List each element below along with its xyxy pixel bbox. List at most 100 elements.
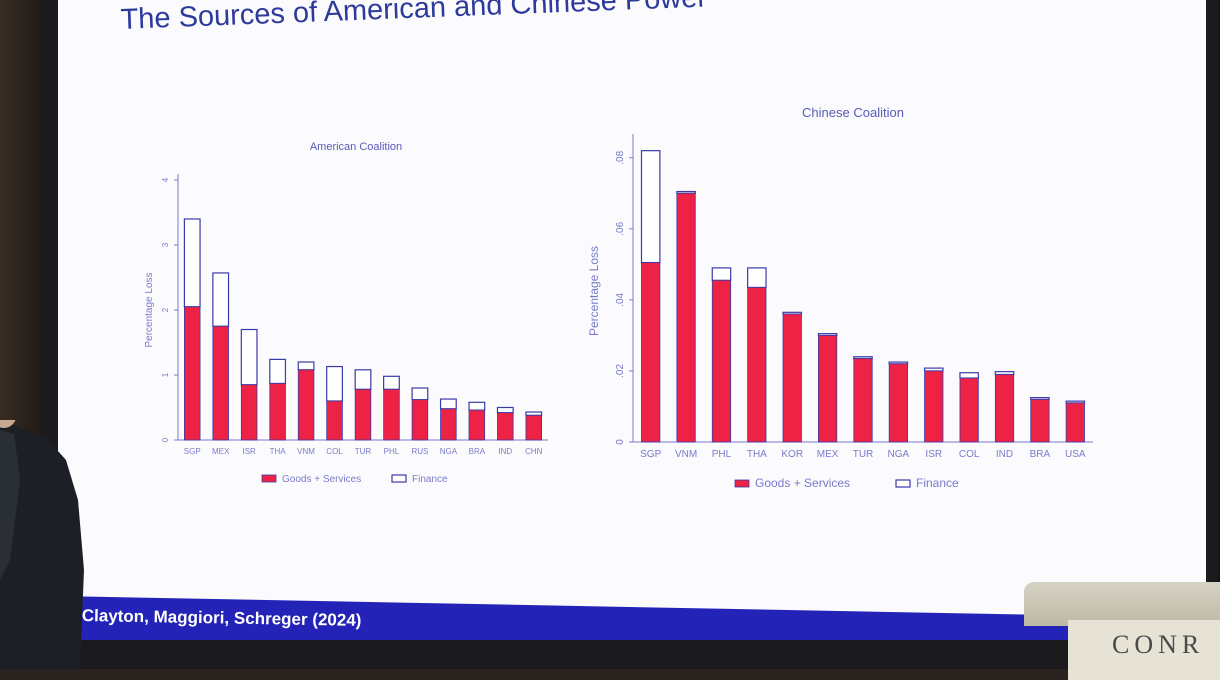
bar-finance: [411, 387, 429, 401]
american-coalition-chart: American Coalition Percentage Loss 0 1 2 3 4 SG…: [144, 141, 548, 485]
bar-goods-services: [440, 408, 457, 441]
x-category-label: THA: [747, 449, 767, 460]
chart-title: Chinese Coalition: [802, 105, 904, 120]
y-axis-label: Percentage Loss: [144, 272, 155, 347]
bar-goods-services: [888, 363, 908, 443]
bar-goods-services: [994, 374, 1015, 443]
x-category-label: MEX: [817, 449, 839, 460]
bar-finance: [994, 371, 1015, 376]
slide: The Sources of American and Chinese Powe…: [58, 0, 1206, 640]
bar-finance: [183, 218, 201, 308]
y-tick-label: .08: [615, 150, 626, 164]
bar-finance: [468, 401, 486, 411]
x-category-label: NGA: [440, 447, 458, 456]
bar-goods-services: [184, 306, 201, 441]
x-category-label: USA: [1065, 449, 1086, 460]
x-category-label: VNM: [675, 449, 697, 460]
y-tick-label: 1: [161, 372, 170, 377]
x-category-label: SGP: [640, 449, 661, 460]
bar-finance: [439, 398, 457, 410]
bar-goods-services: [641, 262, 661, 443]
x-category-label: IND: [996, 449, 1013, 460]
y-tick-label: 0: [615, 439, 626, 445]
x-category-label: IND: [498, 447, 512, 456]
bar-goods-services: [240, 384, 258, 441]
podium-text: CONR: [1112, 630, 1205, 659]
bar-goods-services: [354, 388, 372, 441]
bar-goods-services: [711, 279, 732, 443]
x-category-label: VNM: [297, 447, 315, 456]
bar-goods-services: [782, 313, 802, 443]
x-category-label: BRA: [469, 447, 486, 456]
y-tick-label: 3: [161, 242, 170, 247]
y-axis-label: Percentage Loss: [587, 246, 601, 336]
bar-finance: [297, 361, 315, 371]
slide-title: The Sources of American and Chinese Powe…: [120, 0, 708, 36]
presenter-silhouette: [0, 420, 84, 669]
y-tick-label: 4: [161, 177, 170, 182]
x-category-label: TUR: [355, 447, 372, 456]
legend-swatch-finance: [391, 474, 407, 483]
bar-goods-services: [383, 388, 400, 441]
x-category-label: COL: [326, 447, 343, 456]
y-tick-label: 0: [161, 437, 170, 442]
x-category-label: COL: [959, 449, 980, 460]
x-category-label: BRA: [1030, 449, 1051, 460]
y-tick-label: .02: [615, 364, 626, 378]
bar-finance: [711, 267, 732, 281]
bar-finance: [383, 375, 400, 390]
x-category-label: TUR: [853, 449, 874, 460]
x-category-label: SGP: [184, 447, 201, 456]
x-category-label: PHL: [384, 447, 400, 456]
bar-finance: [354, 369, 372, 390]
legend-swatch-finance: [895, 479, 911, 488]
bar-finance: [240, 328, 258, 386]
bar-finance: [525, 411, 543, 416]
chart-title: American Coalition: [310, 141, 402, 153]
bar-goods-services: [297, 369, 315, 441]
x-category-label: CHN: [525, 447, 543, 456]
podium-top: [1024, 582, 1220, 626]
bar-finance: [959, 372, 979, 379]
bar-goods-services: [497, 412, 514, 441]
chinese-coalition-chart: Chinese Coalition Percentage Loss 0 .02 .04.…: [587, 105, 1093, 490]
bar-goods-services: [853, 358, 873, 443]
x-category-label: KOR: [781, 449, 803, 460]
legend-label-goods: Goods + Services: [755, 476, 850, 490]
x-category-label: PHL: [712, 449, 732, 460]
x-category-label: RUS: [411, 447, 428, 456]
legend-label-goods: Goods + Services: [282, 474, 361, 485]
x-category-label: THA: [270, 447, 287, 456]
bar-finance: [496, 406, 514, 414]
x-category-label: ISR: [925, 449, 942, 460]
x-category-label: NGA: [888, 449, 910, 460]
x-category-label: MEX: [212, 447, 230, 456]
bar-finance: [923, 367, 944, 372]
bar-goods-services: [1065, 402, 1085, 443]
bar-goods-services: [525, 414, 542, 441]
legend-swatch-goods: [734, 479, 750, 488]
bar-goods-services: [468, 409, 486, 441]
bar-finance: [212, 272, 230, 327]
bar-goods-services: [212, 325, 229, 441]
bar-finance: [326, 365, 343, 402]
x-category-label: ISR: [242, 447, 256, 456]
bar-goods-services: [676, 192, 696, 443]
y-tick-label: .04: [615, 292, 626, 306]
bar-goods-services: [1030, 398, 1050, 443]
bar-finance: [640, 150, 661, 264]
bar-goods-services: [959, 377, 979, 443]
legend-label-finance: Finance: [412, 474, 448, 485]
bar-goods-services: [326, 400, 343, 441]
legend-swatch-goods: [261, 474, 277, 483]
bar-finance: [747, 267, 767, 289]
bar-goods-services: [269, 383, 286, 441]
bar-goods-services: [924, 370, 944, 443]
legend-label-finance: Finance: [916, 476, 959, 490]
y-tick-label: .06: [615, 221, 626, 235]
bar-finance: [269, 358, 287, 385]
bar-goods-services: [818, 335, 838, 443]
y-tick-label: 2: [161, 307, 170, 312]
bar-goods-services: [747, 287, 767, 443]
bar-goods-services: [411, 399, 429, 441]
